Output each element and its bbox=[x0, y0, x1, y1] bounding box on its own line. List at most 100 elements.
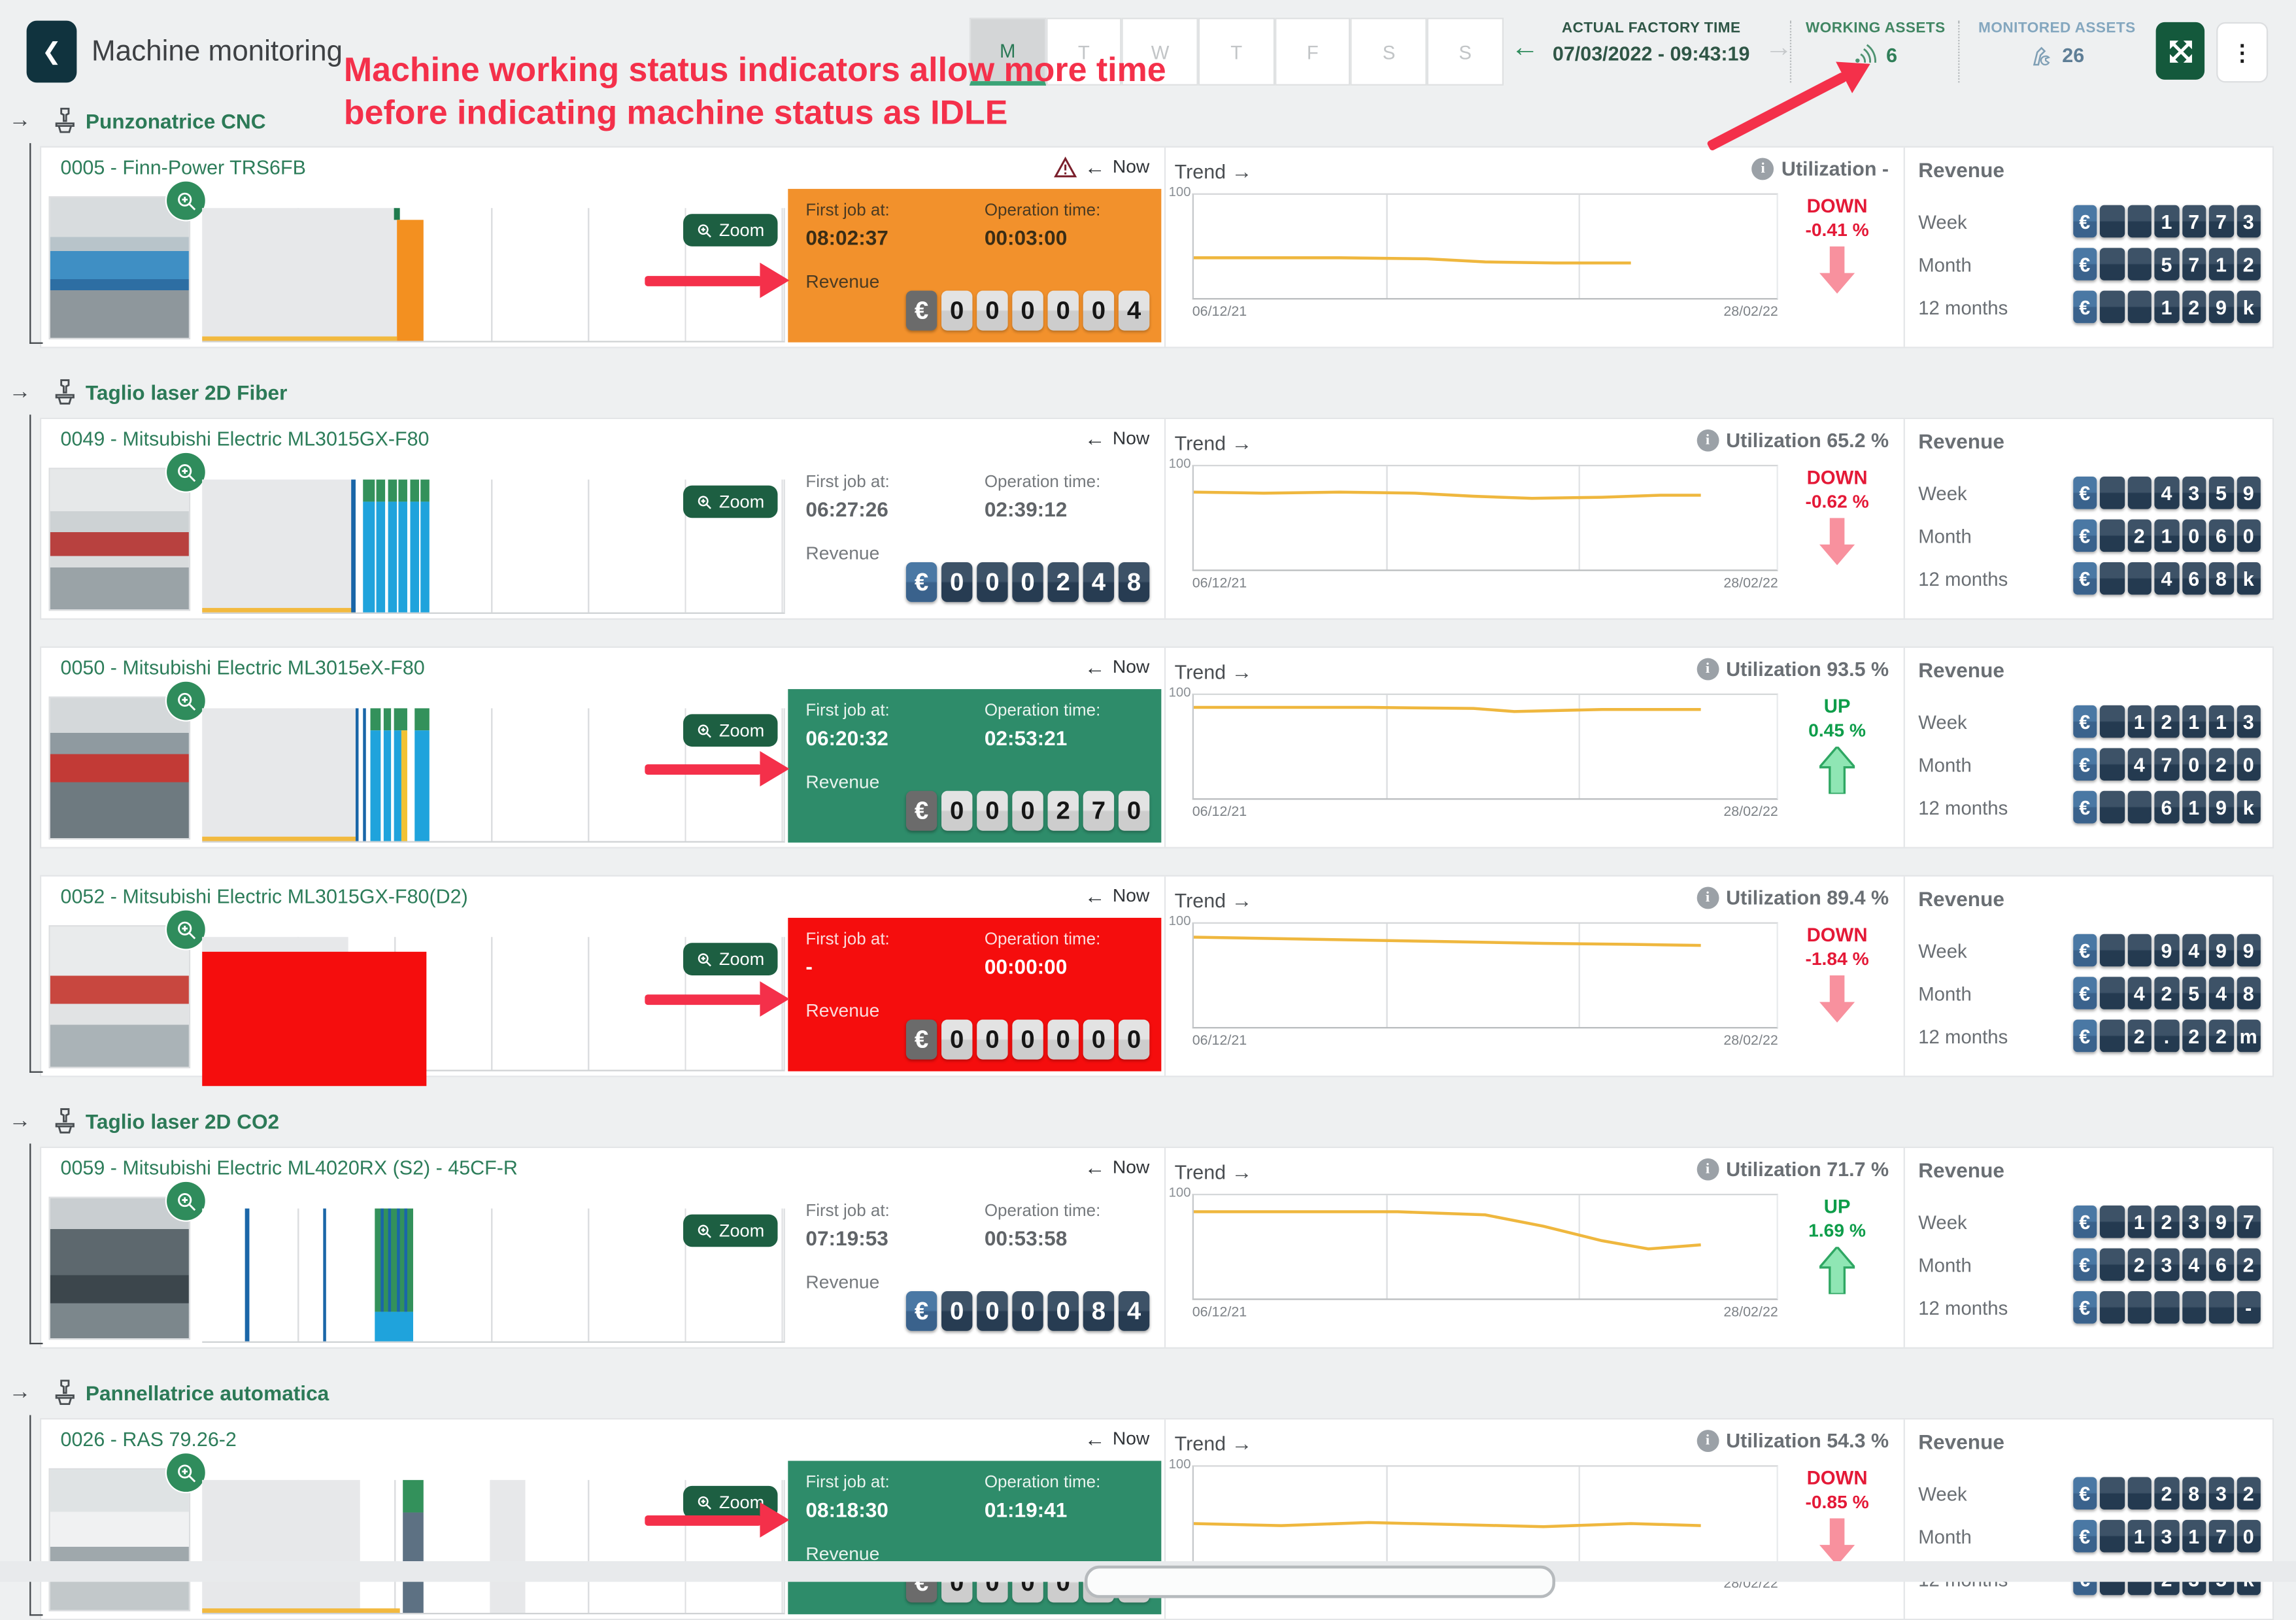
digit-tile: 1 bbox=[2182, 1519, 2206, 1553]
week-label: Week bbox=[1918, 1482, 1967, 1505]
photo-zoom-button[interactable] bbox=[167, 1453, 205, 1492]
trend-direction: UP 1.69 % bbox=[1777, 1195, 1898, 1302]
digit-tile: 1 bbox=[2154, 290, 2179, 324]
photo-zoom-button[interactable] bbox=[167, 181, 205, 220]
info-icon[interactable]: i bbox=[1697, 429, 1719, 452]
week-label: Week bbox=[1918, 1210, 1967, 1233]
machine-name[interactable]: 0059 - Mitsubishi Electric ML4020RX (S2)… bbox=[60, 1156, 518, 1179]
digit-tile: 0 bbox=[977, 790, 1008, 831]
prev-day-arrow-icon[interactable]: ← bbox=[1511, 32, 1540, 64]
timeline-segment-wsep bbox=[380, 708, 383, 841]
digit-tile: 2 bbox=[2182, 1019, 2206, 1053]
day-tab-0[interactable]: M bbox=[969, 18, 1046, 86]
operation-time-value: 00:03:00 bbox=[984, 226, 1068, 250]
digit-tile: 0 bbox=[941, 790, 973, 831]
trend-label: Trend bbox=[1174, 661, 1226, 684]
digit-tile: 8 bbox=[1083, 1291, 1115, 1331]
status-timeline[interactable]: Zoom bbox=[202, 708, 785, 843]
twelve-months-tiles: €2. 2 2 m bbox=[2072, 1019, 2261, 1053]
x-axis-start: 06/12/21 bbox=[1192, 1304, 1247, 1321]
photo-zoom-button[interactable] bbox=[167, 910, 205, 949]
digit-tile: 2 bbox=[2154, 1477, 2179, 1510]
digit-tile: 0 bbox=[977, 562, 1008, 602]
machine-detail-panel: First job at: - Operation time: 00:00:00… bbox=[788, 917, 1162, 1072]
machine-detail-panel: First job at: 08:02:37 Operation time: 0… bbox=[788, 188, 1162, 343]
first-job-label: First job at: bbox=[805, 1474, 890, 1492]
monitored-assets: MONITORED ASSETS 26 bbox=[1967, 21, 2147, 68]
utilization: i Utilization 54.3 % bbox=[1697, 1430, 1889, 1452]
trend-section: Trend → i Utilization 65.2 % 100 06/12/2… bbox=[1164, 419, 1904, 618]
warning-icon bbox=[1053, 156, 1077, 177]
digit-tile: 3 bbox=[2182, 477, 2206, 509]
week-tiles: €4 3 5 9 bbox=[2072, 477, 2261, 509]
timeline-segment-bline bbox=[380, 1208, 384, 1312]
status-timeline[interactable]: Zoom bbox=[202, 1479, 785, 1615]
group-arrow-icon: → bbox=[8, 1379, 31, 1405]
now-label: Now bbox=[1112, 885, 1150, 906]
machine-name[interactable]: 0005 - Finn-Power TRS6FB bbox=[60, 156, 306, 179]
group-name[interactable]: Taglio laser 2D CO2 bbox=[85, 1109, 280, 1134]
digit-tile: 2 bbox=[2182, 290, 2206, 324]
back-button[interactable]: ❮ bbox=[26, 20, 77, 83]
up-arrow-icon bbox=[1817, 745, 1857, 796]
currency-tile: € bbox=[905, 790, 937, 831]
machine-name[interactable]: 0026 - RAS 79.26-2 bbox=[60, 1428, 237, 1451]
day-tab-6[interactable]: S bbox=[1427, 18, 1504, 86]
group-name[interactable]: Punzonatrice CNC bbox=[85, 109, 266, 133]
machine-status-section: 0005 - Finn-Power TRS6FB ← Now bbox=[41, 148, 1164, 347]
digit-tile: 9 bbox=[2208, 1206, 2234, 1238]
timeline-zoom-button[interactable]: Zoom bbox=[683, 485, 778, 518]
y-axis-max: 100 bbox=[1168, 913, 1191, 928]
now-indicator: ← Now bbox=[1053, 155, 1149, 178]
status-timeline[interactable]: Zoom bbox=[202, 479, 785, 614]
timeline-segment-idle bbox=[202, 479, 356, 613]
digit-tile: 2 bbox=[2208, 1019, 2234, 1053]
day-tab-4[interactable]: F bbox=[1274, 18, 1351, 86]
digit-tile: 5 bbox=[2154, 248, 2179, 280]
now-indicator: ← Now bbox=[1085, 884, 1149, 907]
day-tab-1[interactable]: T bbox=[1045, 18, 1123, 86]
timeline-segment-orange bbox=[397, 220, 424, 341]
machine-name[interactable]: 0049 - Mitsubishi Electric ML3015GX-F80 bbox=[60, 428, 430, 450]
digit-tile: 2 bbox=[2236, 1477, 2261, 1510]
digit-tile bbox=[2099, 248, 2125, 280]
divider bbox=[1958, 20, 1960, 83]
currency-tile: € bbox=[2072, 1291, 2097, 1324]
magnifier-plus-icon bbox=[177, 920, 195, 939]
machine-photo bbox=[48, 1181, 205, 1340]
machine-group: → Taglio laser 2D Fiber 0049 - Mitsubish… bbox=[0, 375, 2296, 1086]
trend-label: Trend bbox=[1174, 1432, 1226, 1455]
timeline-segment-yline bbox=[202, 608, 356, 613]
info-icon[interactable]: i bbox=[1751, 158, 1774, 180]
info-icon[interactable]: i bbox=[1697, 658, 1719, 681]
week-tiles: €1 7 7 3 bbox=[2072, 205, 2261, 238]
day-tab-3[interactable]: T bbox=[1198, 18, 1275, 86]
photo-zoom-button[interactable] bbox=[167, 681, 205, 720]
machine-name[interactable]: 0050 - Mitsubishi Electric ML3015eX-F80 bbox=[60, 656, 425, 679]
machine-name[interactable]: 0052 - Mitsubishi Electric ML3015GX-F80(… bbox=[60, 885, 468, 908]
timeline-zoom-button[interactable]: Zoom bbox=[683, 214, 778, 246]
digit-tile: 1 bbox=[2127, 1519, 2152, 1553]
timeline-segment-wsep bbox=[391, 708, 394, 841]
info-icon[interactable]: i bbox=[1697, 1430, 1719, 1452]
more-options-button[interactable]: ⋮ bbox=[2216, 22, 2269, 83]
day-tab-5[interactable]: S bbox=[1351, 18, 1427, 86]
day-tab-2[interactable]: W bbox=[1122, 18, 1198, 86]
timeline-zoom-button[interactable]: Zoom bbox=[683, 714, 778, 747]
timeline-zoom-button[interactable]: Zoom bbox=[683, 943, 778, 975]
photo-zoom-button[interactable] bbox=[167, 452, 205, 492]
photo-zoom-button[interactable] bbox=[167, 1181, 205, 1221]
group-name[interactable]: Pannellatrice automatica bbox=[85, 1381, 329, 1405]
digit-tile: 7 bbox=[2208, 205, 2234, 238]
group-name[interactable]: Taglio laser 2D Fiber bbox=[85, 380, 288, 405]
info-icon[interactable]: i bbox=[1697, 1158, 1719, 1181]
horizontal-scrollbar[interactable] bbox=[1084, 1565, 1555, 1598]
status-timeline[interactable]: Zoom bbox=[202, 1208, 785, 1343]
info-icon[interactable]: i bbox=[1697, 886, 1719, 909]
digit-tile: 6 bbox=[2182, 562, 2206, 595]
digit-tile: 1 bbox=[2208, 705, 2234, 738]
expand-arrows-icon bbox=[2169, 39, 2191, 62]
utilization: i Utilization 71.7 % bbox=[1697, 1158, 1889, 1181]
fullscreen-button[interactable] bbox=[2155, 22, 2205, 80]
timeline-zoom-button[interactable]: Zoom bbox=[683, 1214, 778, 1247]
